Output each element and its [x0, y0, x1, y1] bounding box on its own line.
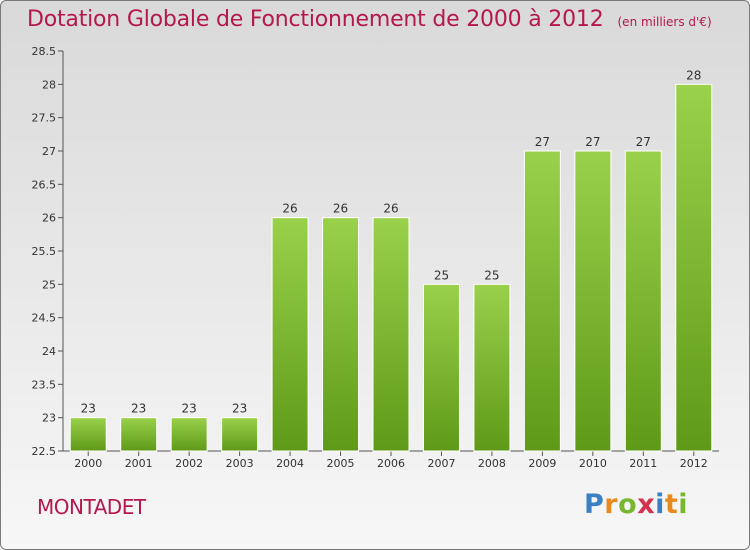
bar — [574, 150, 612, 452]
logo-letter: P — [584, 489, 605, 520]
x-tick-label: 2009 — [528, 457, 556, 470]
x-tick-label: 2005 — [327, 457, 355, 470]
bar-value-label: 23 — [81, 402, 96, 416]
bar — [221, 417, 259, 452]
bar — [170, 417, 208, 452]
logo-letter: i — [655, 489, 665, 520]
x-tick-label: 2004 — [276, 457, 304, 470]
y-tick-label: 24 — [42, 345, 56, 358]
bar — [523, 150, 561, 452]
bar — [422, 283, 460, 452]
y-tick-label: 25 — [42, 278, 56, 291]
bar-value-label: 26 — [383, 202, 398, 216]
bar-value-label: 23 — [182, 402, 197, 416]
bar-value-label: 26 — [282, 202, 297, 216]
bar — [271, 217, 309, 452]
chart-title: Dotation Globale de Fonctionnement de 20… — [27, 7, 712, 32]
axes: 22.5 23 23.5 24 24.5 25 25.5 26 26.5 27 27.5 28 28.5… — [32, 45, 719, 470]
x-tick-label: 2008 — [478, 457, 506, 470]
x-tick-label: 2006 — [377, 457, 405, 470]
y-tick-label: 27.5 — [32, 112, 57, 125]
commune-name: MONTADET — [37, 495, 146, 519]
bar-value-label: 25 — [434, 268, 449, 282]
bar — [322, 217, 360, 452]
logo-letter: i — [678, 489, 689, 520]
bar-value-label: 26 — [333, 202, 348, 216]
y-tick-label: 26 — [42, 212, 56, 225]
logo-letter: x — [637, 489, 656, 520]
bar — [372, 217, 410, 452]
logo-letter: t — [664, 489, 679, 520]
x-tick-label: 2011 — [629, 457, 657, 470]
x-tick-label: 2007 — [427, 457, 455, 470]
bar-value-label: 27 — [535, 135, 550, 149]
y-tick-label: 24.5 — [32, 312, 57, 325]
x-tick-label: 2010 — [579, 457, 607, 470]
unit-label: (en milliers d'€) — [617, 15, 712, 29]
bar-value-label: 25 — [484, 268, 499, 282]
bar-value-label: 27 — [585, 135, 600, 149]
y-tick-label: 28 — [42, 78, 56, 91]
x-tick-label: 2001 — [125, 457, 153, 470]
bar — [473, 283, 511, 452]
bar-value-label: 23 — [131, 402, 146, 416]
logo-letter: r — [604, 489, 619, 520]
x-tick-label: 2002 — [175, 457, 203, 470]
proxiti-logo[interactable]: Proxiti — [584, 489, 688, 520]
bar-value-label: 27 — [636, 135, 651, 149]
x-tick-label: 2000 — [74, 457, 102, 470]
chart-title-text: Dotation Globale de Fonctionnement de 20… — [27, 7, 604, 32]
logo-letter: o — [618, 489, 638, 520]
bar — [69, 417, 107, 452]
x-tick-label: 2012 — [680, 457, 708, 470]
bars: 23 23 23 23 26 26 26 25 25 27 27 27 28 — [69, 68, 713, 452]
bar — [675, 83, 713, 452]
bar — [624, 150, 662, 452]
y-tick-label: 23.5 — [32, 378, 57, 391]
y-tick-label: 26.5 — [32, 178, 57, 191]
y-tick-label: 23 — [42, 412, 56, 425]
y-tick-label: 25.5 — [32, 245, 57, 258]
y-tick-label: 28.5 — [32, 45, 57, 58]
bar-value-label: 28 — [686, 68, 701, 82]
y-tick-label: 27 — [42, 145, 56, 158]
bar-value-label: 23 — [232, 402, 247, 416]
x-tick-label: 2003 — [226, 457, 254, 470]
bar — [120, 417, 158, 452]
y-tick-label: 22.5 — [32, 445, 57, 458]
